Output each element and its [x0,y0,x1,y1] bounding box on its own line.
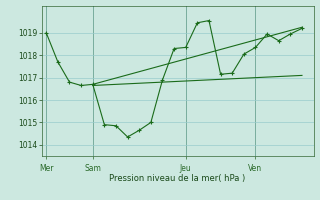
X-axis label: Pression niveau de la mer( hPa ): Pression niveau de la mer( hPa ) [109,174,246,183]
